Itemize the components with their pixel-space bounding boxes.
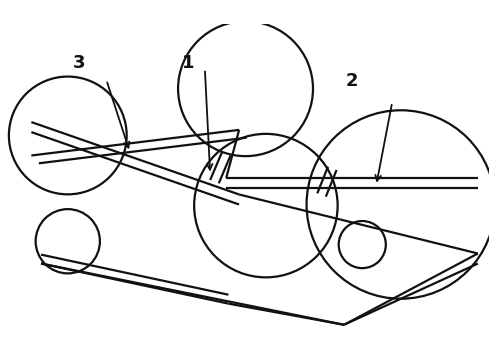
Text: 2: 2 <box>346 72 359 90</box>
Text: 3: 3 <box>73 54 86 72</box>
Text: 1: 1 <box>182 54 195 72</box>
